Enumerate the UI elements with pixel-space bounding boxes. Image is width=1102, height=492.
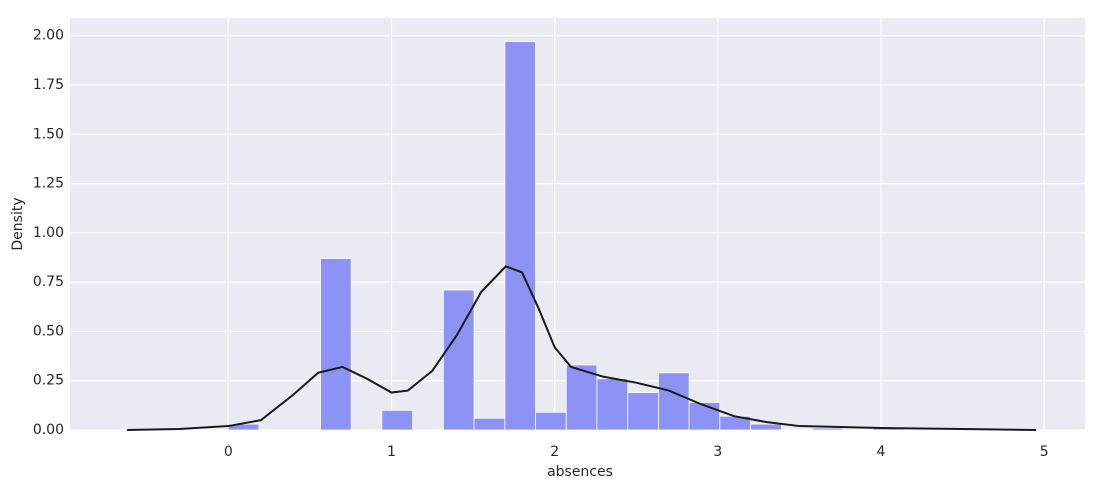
bar <box>504 41 536 431</box>
y-tick-label: 1.75 <box>33 77 64 93</box>
bar <box>381 409 414 431</box>
y-tick-label: 0.50 <box>33 323 64 339</box>
y-tick-label: 2.00 <box>33 28 64 44</box>
bar <box>473 417 506 431</box>
bar <box>658 372 690 431</box>
x-tick-label: 2 <box>550 444 559 460</box>
x-tick-label: 5 <box>1040 444 1049 460</box>
y-tick-label: 1.00 <box>33 225 64 241</box>
y-tick-label: 0.00 <box>33 422 64 438</box>
plot-area <box>70 18 1085 430</box>
x-axis-label: absences <box>547 464 613 480</box>
bar <box>688 402 721 431</box>
bar <box>565 364 598 431</box>
bar <box>627 392 659 431</box>
y-tick-label: 1.50 <box>33 126 64 142</box>
kde-line <box>127 265 1037 431</box>
y-axis-label: Density <box>10 197 26 250</box>
bar <box>596 378 629 431</box>
y-tick-label: 0.75 <box>33 274 64 290</box>
bar <box>320 258 352 431</box>
y-tick-label: 1.25 <box>33 176 64 192</box>
x-tick-label: 1 <box>387 444 396 460</box>
x-tick-label: 0 <box>224 444 233 460</box>
x-tick-label: 4 <box>877 444 886 460</box>
bar <box>535 411 567 431</box>
x-tick-label: 3 <box>713 444 722 460</box>
bar <box>811 427 844 431</box>
bar <box>750 423 782 431</box>
y-tick-label: 0.25 <box>33 373 64 389</box>
